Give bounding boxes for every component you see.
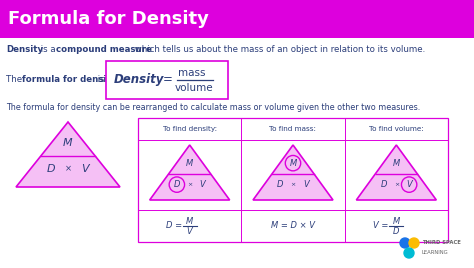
Text: M: M	[392, 217, 400, 225]
Text: V: V	[406, 180, 412, 189]
Text: Formula for Density: Formula for Density	[8, 10, 209, 28]
Text: D: D	[380, 180, 387, 189]
Text: THIRD SPACE: THIRD SPACE	[422, 240, 461, 245]
Text: M = D × V: M = D × V	[271, 221, 315, 230]
FancyBboxPatch shape	[0, 0, 474, 38]
Circle shape	[404, 248, 414, 258]
Circle shape	[409, 238, 419, 248]
Text: ×: ×	[64, 164, 72, 173]
Polygon shape	[253, 145, 333, 200]
Text: which tells us about the mass of an object in relation to its volume.: which tells us about the mass of an obje…	[132, 46, 425, 54]
Circle shape	[400, 238, 410, 248]
Text: =: =	[163, 73, 173, 87]
Text: is a: is a	[38, 46, 58, 54]
Text: V =: V =	[373, 221, 388, 230]
Polygon shape	[356, 145, 437, 200]
Text: Density: Density	[6, 46, 43, 54]
Text: M: M	[63, 139, 73, 148]
Text: LEARNING: LEARNING	[422, 250, 448, 255]
Text: The: The	[6, 76, 25, 84]
Text: To find volume:: To find volume:	[369, 126, 424, 132]
Text: Density: Density	[114, 73, 164, 87]
Text: V: V	[81, 164, 89, 174]
Text: The formula for density can be rearranged to calculate mass or volume given the : The formula for density can be rearrange…	[6, 103, 420, 113]
Text: To find mass:: To find mass:	[270, 126, 317, 132]
FancyBboxPatch shape	[138, 118, 448, 242]
Text: D: D	[393, 226, 400, 236]
Text: compound measure: compound measure	[56, 46, 152, 54]
Text: M: M	[186, 159, 193, 168]
Text: ×: ×	[291, 182, 296, 187]
Text: mass: mass	[178, 68, 206, 78]
FancyBboxPatch shape	[106, 61, 228, 99]
Text: V: V	[187, 226, 192, 236]
Text: M: M	[186, 217, 193, 225]
Text: D =: D =	[165, 221, 182, 230]
Text: V: V	[200, 180, 205, 189]
Text: ×: ×	[187, 182, 192, 187]
Text: D: D	[173, 180, 180, 189]
Text: formula for density: formula for density	[22, 76, 116, 84]
Text: M: M	[392, 159, 400, 168]
Text: volume: volume	[175, 83, 214, 93]
Text: M: M	[289, 159, 297, 168]
Text: D: D	[47, 164, 55, 174]
Text: ×: ×	[394, 182, 399, 187]
Polygon shape	[150, 145, 230, 200]
Polygon shape	[16, 122, 120, 187]
Text: V: V	[303, 180, 309, 189]
Text: is: is	[95, 76, 105, 84]
Text: D: D	[277, 180, 283, 189]
Text: To find density:: To find density:	[163, 126, 217, 132]
